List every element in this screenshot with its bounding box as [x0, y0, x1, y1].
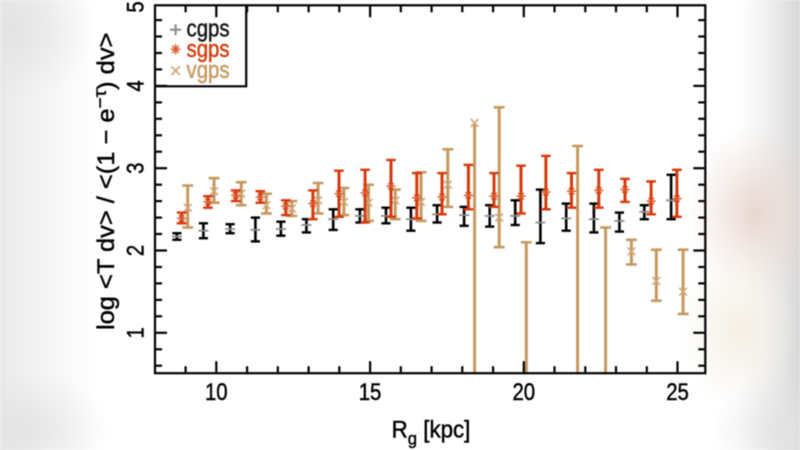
svg-text:vgps: vgps — [187, 56, 230, 83]
svg-text:10: 10 — [205, 378, 228, 405]
svg-text:log <T dv> / <(1 − e−τ) dv>: log <T dv> / <(1 − e−τ) dv> — [90, 33, 120, 330]
svg-text:5: 5 — [122, 1, 149, 12]
svg-text:cgps: cgps — [187, 15, 230, 42]
svg-text:20: 20 — [512, 378, 535, 405]
svg-text:sgps: sgps — [187, 36, 230, 63]
svg-text:1: 1 — [122, 327, 149, 338]
svg-text:15: 15 — [359, 378, 382, 405]
svg-text:2: 2 — [122, 245, 149, 256]
svg-text:4: 4 — [122, 80, 149, 91]
svg-text:25: 25 — [666, 378, 689, 405]
svg-text:3: 3 — [122, 163, 149, 174]
